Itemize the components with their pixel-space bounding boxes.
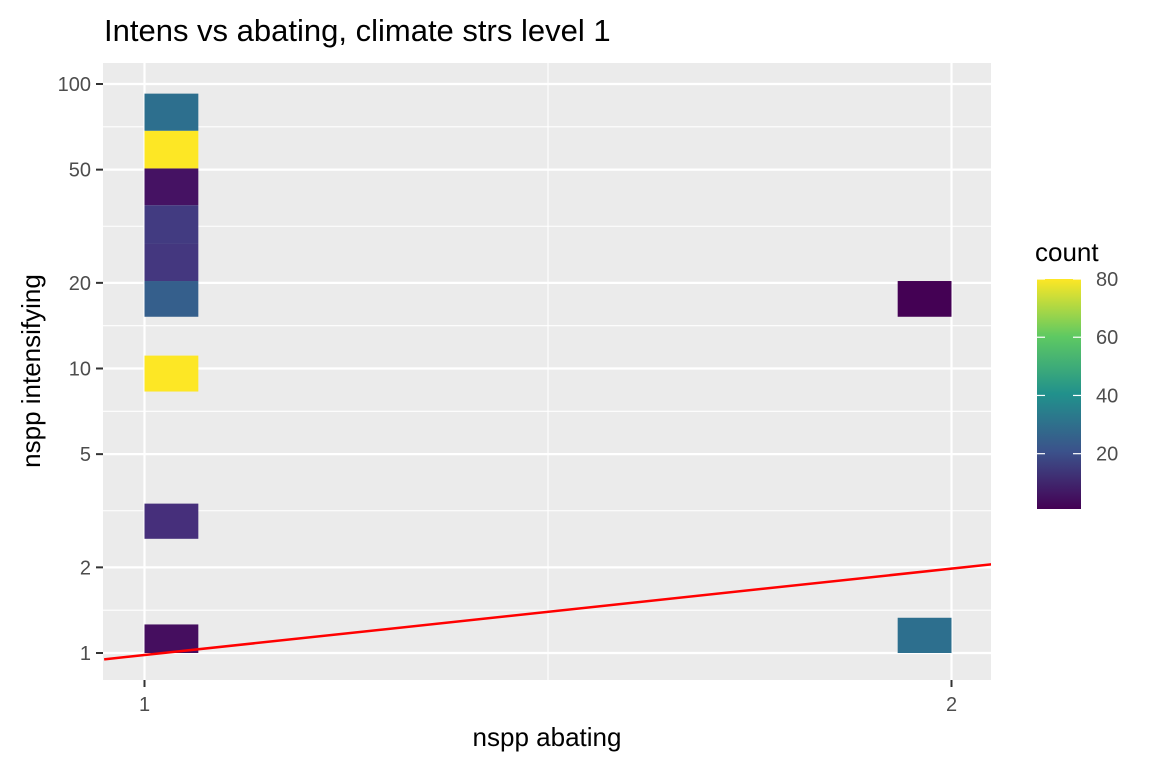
heatmap-cell xyxy=(144,168,199,206)
heatmap-cell xyxy=(144,281,199,317)
reference-line xyxy=(104,563,991,661)
legend-colorbar xyxy=(1037,279,1081,509)
legend-tick-label: 20 xyxy=(1096,444,1118,466)
legend-ticks: 20 40 60 80 xyxy=(1037,269,1118,466)
legend-tick-label: 40 xyxy=(1096,385,1118,407)
legend-tick-label: 60 xyxy=(1096,327,1118,349)
plot-panel xyxy=(103,63,991,680)
y-tick-label: 20 xyxy=(69,273,91,295)
y-tick-label: 50 xyxy=(69,160,91,182)
x-tick-label: 2 xyxy=(946,694,957,716)
heatmap-cells xyxy=(144,93,952,653)
heatmap-cell xyxy=(897,617,952,653)
grid-minor xyxy=(103,63,991,680)
y-tick-label: 10 xyxy=(69,359,91,381)
grid-major xyxy=(103,63,991,680)
heatmap-cell xyxy=(144,130,199,169)
y-tick-label: 1 xyxy=(80,643,91,665)
legend-title: count xyxy=(1035,237,1099,267)
heatmap-cell xyxy=(144,624,199,653)
heatmap-cell xyxy=(144,205,199,244)
heatmap-cell xyxy=(897,281,952,317)
y-tick-label: 2 xyxy=(80,557,91,579)
x-axis-title: nspp abating xyxy=(473,722,622,752)
y-tick-label: 5 xyxy=(80,444,91,466)
heatmap-cell xyxy=(144,243,199,282)
y-axis-title: nspp intensifying xyxy=(16,274,46,468)
heatmap-cell xyxy=(144,355,199,392)
x-tick-label: 1 xyxy=(139,694,150,716)
heatmap-cell xyxy=(144,503,199,539)
y-axis: 1 2 5 10 20 50 100 xyxy=(58,74,103,665)
heatmap-cell xyxy=(144,93,199,131)
legend-tick-label: 80 xyxy=(1096,269,1118,291)
chart-title: Intens vs abating, climate strs level 1 xyxy=(104,13,611,48)
legend: count 20 40 60 80 xyxy=(1035,237,1118,509)
y-tick-label: 100 xyxy=(58,74,91,96)
reference-line-group xyxy=(104,563,991,661)
